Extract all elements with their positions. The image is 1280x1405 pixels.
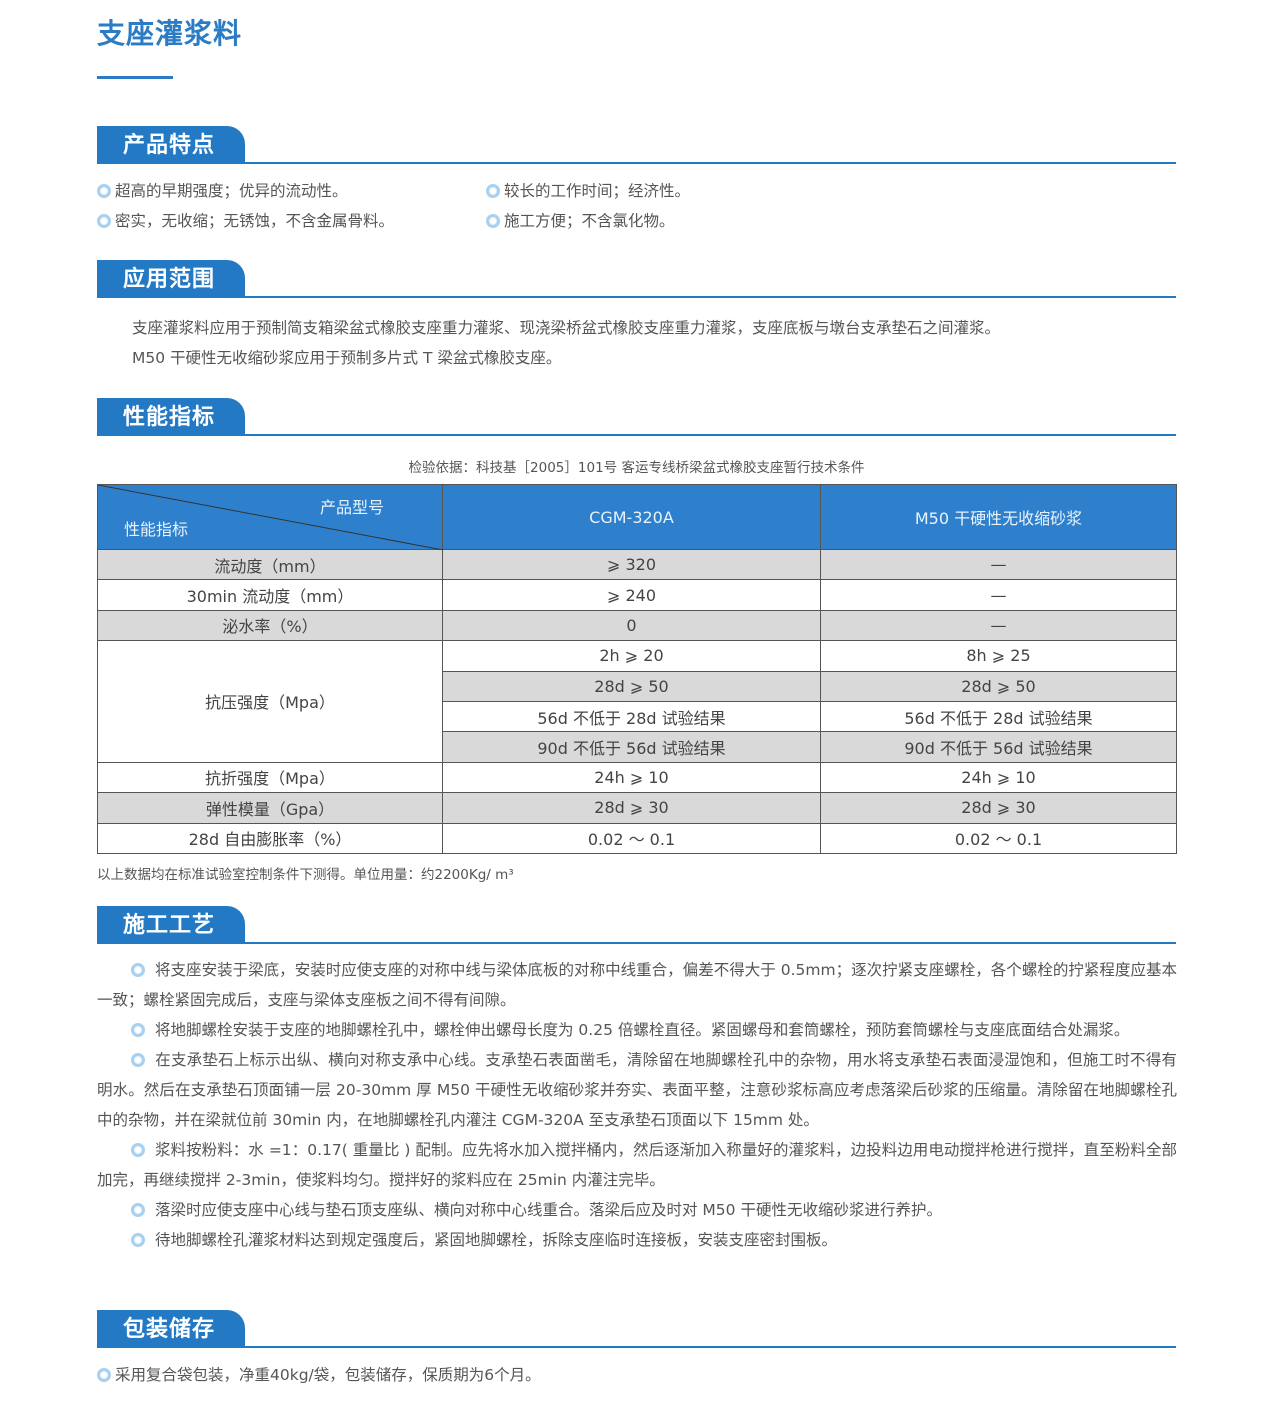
section-title: 应用范围 — [97, 260, 245, 298]
cell: — — [820, 579, 1177, 611]
table-row: 30min 流动度（mm） ⩾ 240— — [97, 579, 1177, 611]
cell: ⩾ 240 — [442, 579, 821, 611]
storage-item: 采用复合袋包装，净重40kg/袋，包装储存，保质期为6个月。 — [97, 1363, 541, 1385]
cell: 90d 不低于 56d 试验结果 — [442, 731, 821, 763]
process-step: 落梁时应使支座中心线与垫石顶支座纵、横向对称中心线重合。落梁后应及时对 M50 … — [97, 1195, 1177, 1225]
cell: 28d ⩾ 30 — [820, 792, 1177, 824]
row-label: 抗压强度（Mpa） — [97, 640, 443, 763]
storage-text: 采用复合袋包装，净重40kg/袋，包装储存，保质期为6个月。 — [115, 1366, 541, 1384]
row-label: 弹性模量（Gpa） — [97, 792, 443, 824]
table-corner-header: 产品型号 性能指标 — [97, 484, 443, 550]
cell: 28d ⩾ 50 — [442, 670, 821, 702]
process-step: 浆料按粉料：水 =1：0.17( 重量比 ) 配制。应先将水加入搅拌桶内，然后逐… — [97, 1135, 1177, 1195]
row-label: 流动度（mm） — [97, 548, 443, 581]
section-header-features: 产品特点 — [97, 126, 1176, 166]
section-title: 性能指标 — [97, 398, 245, 436]
row-label: 抗折强度（Mpa） — [97, 761, 443, 794]
column-header: M50 干硬性无收缩砂浆 — [820, 484, 1177, 550]
scope-line: M50 干硬性无收缩砂浆应用于预制多片式 T 梁盆式橡胶支座。 — [132, 349, 562, 367]
table-row: 56d 不低于 28d 试验结果 56d 不低于 28d 试验结果 — [98, 700, 1177, 733]
feature-text: 施工方便；不含氯化物。 — [504, 212, 675, 230]
cell: 0.02 ～ 0.1 — [442, 822, 821, 854]
title-underline — [97, 76, 173, 79]
bullet-icon — [97, 184, 111, 198]
process-text: 将地脚螺栓安装于支座的地脚螺栓孔中，螺栓伸出螺母长度为 0.25 倍螺栓直径。紧… — [155, 1021, 1130, 1039]
bullet-icon — [486, 214, 500, 228]
process-text: 将支座安装于梁底，安装时应使支座的对称中线与梁体底板的对称中线重合，偏差不得大于… — [97, 961, 1177, 1009]
feature-item: 超高的早期强度；优异的流动性。 — [97, 179, 348, 201]
row-label: 30min 流动度（mm） — [97, 579, 443, 611]
table-row: 流动度（mm） ⩾ 320— — [97, 548, 1177, 581]
bullet-icon — [131, 963, 145, 977]
section-title: 施工工艺 — [97, 906, 245, 944]
bullet-icon — [131, 1023, 145, 1037]
table-row: 抗压强度（Mpa） 2h ⩾ 20 8h ⩾ 25 — [97, 640, 1177, 763]
feature-text: 较长的工作时间；经济性。 — [504, 182, 691, 200]
column-header: CGM-320A — [442, 484, 821, 550]
process-step: 将支座安装于梁底，安装时应使支座的对称中线与梁体底板的对称中线重合，偏差不得大于… — [97, 955, 1177, 1015]
scope-line: 支座灌浆料应用于预制简支箱梁盆式橡胶支座重力灌浆、现浇梁桥盆式橡胶支座重力灌浆，… — [132, 319, 1001, 337]
process-step: 待地脚螺栓孔灌浆材料达到规定强度后，紧固地脚螺栓，拆除支座临时连接板，安装支座密… — [97, 1225, 1177, 1255]
row-label: 28d 自由膨胀率（%） — [97, 822, 443, 854]
cell: 0.02 ～ 0.1 — [820, 822, 1177, 854]
bullet-icon — [486, 184, 500, 198]
cell: 0 — [442, 609, 821, 642]
process-text: 落梁时应使支座中心线与垫石顶支座纵、横向对称中心线重合。落梁后应及时对 M50 … — [155, 1201, 942, 1219]
section-header-scope: 应用范围 — [97, 260, 1176, 300]
table-row: 抗折强度（Mpa） 24h ⩾ 10 24h ⩾ 10 — [97, 761, 1177, 794]
feature-item: 密实，无收缩；无锈蚀，不含金属骨料。 — [97, 209, 394, 231]
bullet-icon — [131, 1203, 145, 1217]
process-text: 浆料按粉料：水 =1：0.17( 重量比 ) 配制。应先将水加入搅拌桶内，然后逐… — [97, 1141, 1177, 1189]
cell: 28d ⩾ 50 — [820, 670, 1177, 702]
feature-text: 密实，无收缩；无锈蚀，不含金属骨料。 — [115, 212, 395, 230]
process-text: 待地脚螺栓孔灌浆材料达到规定强度后，紧固地脚螺栓，拆除支座临时连接板，安装支座密… — [155, 1231, 838, 1249]
feature-item: 较长的工作时间；经济性。 — [486, 179, 690, 201]
feature-item: 施工方便；不含氯化物。 — [486, 209, 675, 231]
row-label: 泌水率（%） — [97, 609, 443, 642]
cell: 8h ⩾ 25 — [820, 640, 1177, 672]
feature-text: 超高的早期强度；优异的流动性。 — [115, 182, 348, 200]
table-row: 28d 自由膨胀率（%） 0.02 ～ 0.1 0.02 ～ 0.1 — [97, 822, 1177, 854]
corner-top-label: 产品型号 — [319, 498, 384, 517]
bullet-icon — [131, 1233, 145, 1247]
cell: 2h ⩾ 20 — [442, 640, 821, 672]
cell: 56d 不低于 28d 试验结果 — [820, 700, 1177, 733]
cell: 56d 不低于 28d 试验结果 — [442, 700, 821, 733]
section-title: 产品特点 — [97, 126, 245, 164]
cell: — — [820, 609, 1177, 642]
bullet-icon — [131, 1053, 145, 1067]
corner-bottom-label: 性能指标 — [124, 520, 189, 539]
process-step: 在支承垫石上标示出纵、横向对称支承中心线。支承垫石表面凿毛，清除留在地脚螺栓孔中… — [97, 1045, 1177, 1135]
cell: — — [820, 548, 1177, 581]
table-row: 泌水率（%） 0— — [97, 609, 1177, 642]
bullet-icon — [97, 1368, 111, 1382]
section-header-process: 施工工艺 — [97, 906, 1176, 946]
process-text: 在支承垫石上标示出纵、横向对称支承中心线。支承垫石表面凿毛，清除留在地脚螺栓孔中… — [97, 1051, 1177, 1129]
page-title: 支座灌浆料 — [97, 17, 243, 50]
bullet-icon — [131, 1143, 145, 1157]
bullet-icon — [97, 214, 111, 228]
section-header-storage: 包装储存 — [97, 1310, 1176, 1350]
section-header-performance: 性能指标 — [97, 398, 1176, 438]
performance-table: 产品型号 性能指标 CGM-320A M50 干硬性无收缩砂浆 流动度（mm） ⩾… — [97, 484, 1177, 854]
cell: 24h ⩾ 10 — [820, 761, 1177, 794]
cell: 90d 不低于 56d 试验结果 — [820, 731, 1177, 763]
section-title: 包装储存 — [97, 1310, 245, 1348]
table-row: 弹性模量（Gpa） 28d ⩾ 30 28d ⩾ 30 — [97, 792, 1177, 824]
table-row: 28d ⩾ 50 28d ⩾ 50 — [98, 670, 1177, 702]
table-note: 以上数据均在标准试验室控制条件下测得。单位用量：约2200Kg/ m³ — [97, 867, 514, 883]
cell: 28d ⩾ 30 — [442, 792, 821, 824]
diagonal-line — [98, 485, 443, 550]
table-row: 90d 不低于 56d 试验结果 90d 不低于 56d 试验结果 — [98, 731, 1177, 763]
process-step: 将地脚螺栓安装于支座的地脚螺栓孔中，螺栓伸出螺母长度为 0.25 倍螺栓直径。紧… — [97, 1015, 1177, 1045]
process-paragraphs: 将支座安装于梁底，安装时应使支座的对称中线与梁体底板的对称中线重合，偏差不得大于… — [97, 955, 1177, 1255]
cell: 24h ⩾ 10 — [442, 761, 821, 794]
test-basis: 检验依据：科技基［2005］101号 客运专线桥梁盆式橡胶支座暂行技术条件 — [408, 460, 865, 476]
cell: ⩾ 320 — [442, 548, 821, 581]
